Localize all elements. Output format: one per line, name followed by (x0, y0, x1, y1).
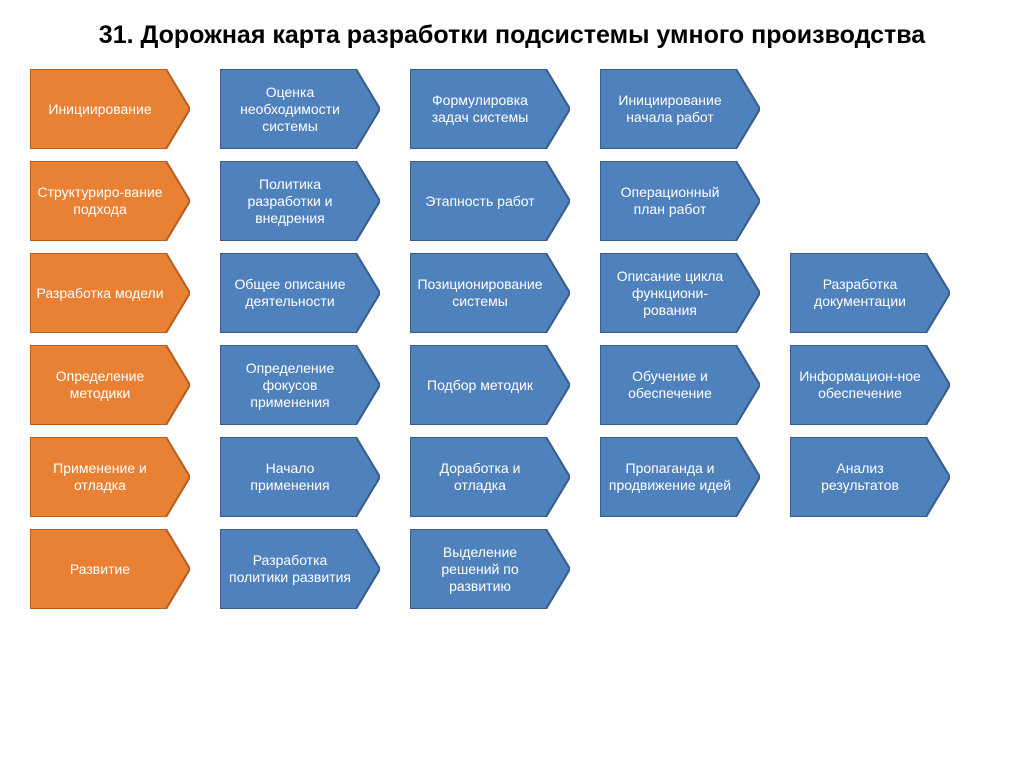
step-box: Разработка политики развития (220, 529, 380, 609)
step-box: Начало применения (220, 437, 380, 517)
step-label: Пропаганда и продвижение идей (600, 456, 760, 498)
row-header: Определение методики (30, 345, 190, 425)
step-label: Разработка документации (790, 272, 950, 314)
row-header-label: Определение методики (30, 364, 190, 406)
row-header-label: Структуриро-вание подхода (30, 180, 190, 222)
row-header-label: Развитие (30, 557, 190, 582)
roadmap-row: Разработка модели Общее описание деятель… (30, 253, 994, 333)
row-header: Развитие (30, 529, 190, 609)
step-box: Позиционирование системы (410, 253, 570, 333)
step-box: Обучение и обеспечение (600, 345, 760, 425)
step-box: Анализ результатов (790, 437, 950, 517)
step-box: Доработка и отладка (410, 437, 570, 517)
row-header-label: Применение и отладка (30, 456, 190, 498)
step-label: Позиционирование системы (410, 272, 570, 314)
step-label: Выделение решений по развитию (410, 540, 570, 598)
page-title: 31. Дорожная карта разработки подсистемы… (30, 20, 994, 51)
step-box: Описание цикла функциони-рования (600, 253, 760, 333)
step-label: Разработка политики развития (220, 548, 380, 590)
step-label: Общее описание деятельности (220, 272, 380, 314)
step-box: Подбор методик (410, 345, 570, 425)
row-header: Инициирование (30, 69, 190, 149)
step-box: Общее описание деятельности (220, 253, 380, 333)
step-box: Информацион-ное обеспечение (790, 345, 950, 425)
step-label: Информацион-ное обеспечение (790, 364, 950, 406)
step-label: Начало применения (220, 456, 380, 498)
row-header: Разработка модели (30, 253, 190, 333)
step-label: Обучение и обеспечение (600, 364, 760, 406)
step-label: Этапность работ (410, 189, 570, 214)
step-box: Выделение решений по развитию (410, 529, 570, 609)
step-box: Определение фокусов применения (220, 345, 380, 425)
roadmap-row: Структуриро-вание подхода Политика разра… (30, 161, 994, 241)
step-label: Формулировка задач системы (410, 88, 570, 130)
roadmap-row: Применение и отладка Начало применения Д… (30, 437, 994, 517)
step-label: Оценка необходимости системы (220, 80, 380, 138)
step-label: Инициирование начала работ (600, 88, 760, 130)
row-header: Применение и отладка (30, 437, 190, 517)
step-box: Разработка документации (790, 253, 950, 333)
roadmap-row: Инициирование Оценка необходимости систе… (30, 69, 994, 149)
step-label: Определение фокусов применения (220, 356, 380, 414)
step-box: Пропаганда и продвижение идей (600, 437, 760, 517)
step-box: Этапность работ (410, 161, 570, 241)
step-box: Операционный план работ (600, 161, 760, 241)
step-label: Описание цикла функциони-рования (600, 264, 760, 322)
row-header-label: Разработка модели (30, 281, 190, 306)
roadmap-row: Определение методики Определение фокусов… (30, 345, 994, 425)
step-label: Подбор методик (410, 373, 570, 398)
step-box: Инициирование начала работ (600, 69, 760, 149)
step-box: Политика разработки и внедрения (220, 161, 380, 241)
row-header: Структуриро-вание подхода (30, 161, 190, 241)
roadmap-container: Инициирование Оценка необходимости систе… (30, 69, 994, 609)
row-header-label: Инициирование (30, 97, 190, 122)
step-box: Оценка необходимости системы (220, 69, 380, 149)
step-label: Политика разработки и внедрения (220, 172, 380, 230)
step-label: Анализ результатов (790, 456, 950, 498)
roadmap-row: Развитие Разработка политики развития Вы… (30, 529, 994, 609)
step-box: Формулировка задач системы (410, 69, 570, 149)
step-label: Операционный план работ (600, 180, 760, 222)
step-label: Доработка и отладка (410, 456, 570, 498)
